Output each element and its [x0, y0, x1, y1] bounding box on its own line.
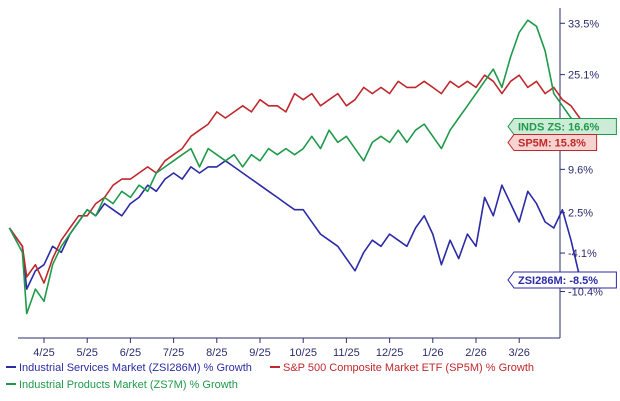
x-tick-label: 9/25 — [249, 347, 270, 359]
y-tick-label: -10.4% — [568, 287, 603, 299]
callout-label: SP5M: 15.8% — [518, 138, 586, 150]
callout-label: INDS ZS: 16.6% — [518, 122, 600, 134]
x-tick-label: 8/25 — [206, 347, 227, 359]
y-tick-label: 33.5% — [568, 18, 599, 30]
legend-label: Industrial Products Market (ZS7M) % Grow… — [19, 379, 238, 391]
callout-box — [507, 134, 598, 152]
callout-box — [507, 271, 617, 289]
y-tick-label: -4.1% — [568, 248, 597, 260]
legend-label: Industrial Services Market (ZSI286M) % G… — [19, 362, 252, 374]
x-tick-label: 3/26 — [508, 347, 529, 359]
callout-sp5m: SP5M: 15.8% — [507, 134, 598, 152]
x-tick-label: 7/25 — [163, 347, 184, 359]
y-tick-label: 9.6% — [568, 164, 593, 176]
legend-label: S&P 500 Composite Market ETF (SP5M) % Gr… — [283, 362, 534, 374]
legend-item: S&P 500 Composite Market ETF (SP5M) % Gr… — [270, 362, 534, 374]
callout-zsi286m: ZSI286M: -8.5% — [507, 271, 617, 289]
x-tick-label: 12/25 — [376, 347, 404, 359]
x-tick-label: 4/25 — [33, 347, 54, 359]
callout-label: ZSI286M: -8.5% — [518, 275, 598, 287]
chart-legend: Industrial Services Market (ZSI286M) % G… — [6, 362, 534, 391]
x-tick-label: 2/26 — [465, 347, 486, 359]
y-tick-label: 2.5% — [568, 208, 593, 220]
chart-axes: 33.5%25.1%16.6%9.6%2.5%-4.1%-10.4%4/255/… — [18, 8, 603, 359]
callout-box — [507, 118, 617, 136]
callout-zs7m: INDS ZS: 16.6% — [507, 118, 617, 136]
x-tick-label: 5/25 — [76, 347, 97, 359]
x-tick-label: 11/25 — [333, 347, 360, 359]
x-tick-label: 1/26 — [422, 347, 443, 359]
series-line-sp5m — [8, 74, 589, 284]
x-tick-label: 10/25 — [289, 347, 317, 359]
series-line-zs7m — [8, 19, 589, 315]
legend-item: Industrial Services Market (ZSI286M) % G… — [6, 362, 252, 374]
series-line-zsi286m — [8, 160, 589, 290]
chart-series-lines — [8, 19, 589, 315]
x-tick-label: 6/25 — [120, 347, 141, 359]
y-tick-label: 25.1% — [568, 70, 599, 82]
legend-item: Industrial Products Market (ZS7M) % Grow… — [6, 379, 238, 391]
chart-callouts: INDS ZS: 16.6% SP5M: 15.8% ZSI286M: -8.5% — [507, 118, 617, 289]
